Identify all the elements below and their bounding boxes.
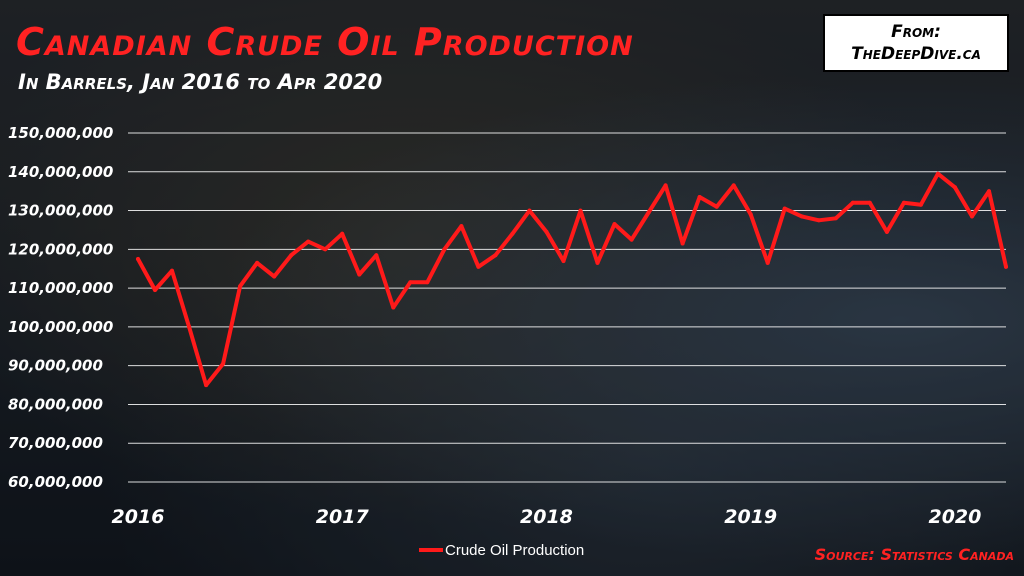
y-tick-label: 80,000,000 [8,395,103,413]
y-tick-label: 120,000,000 [8,240,113,258]
data-point [136,257,140,261]
data-point [527,208,532,213]
data-point [918,202,923,207]
attribution-box: From: TheDeepDive.ca [823,14,1009,72]
chart-subtitle: In Barrels, Jan 2016 to Apr 2020 [18,70,383,94]
data-point [595,260,600,265]
data-point [442,247,447,252]
data-point [255,260,260,265]
data-point [357,272,362,277]
x-tick-label: 2017 [316,506,370,528]
data-point [833,216,838,221]
data-point [935,171,940,176]
y-tick-label: 110,000,000 [8,279,113,297]
data-point [867,200,872,205]
data-point [493,253,498,258]
legend-label: Crude Oil Production [445,542,584,559]
x-tick-label: 2020 [928,506,981,528]
data-point [340,231,345,236]
data-point [816,218,821,223]
chart-title: Canadian Crude Oil Production [16,20,634,64]
data-point [459,224,464,229]
data-point [544,229,549,234]
data-point [425,280,430,285]
attribution-site: TheDeepDive.ca [851,44,981,64]
x-tick-label: 2018 [520,506,573,528]
data-point [561,259,566,263]
data-point [306,239,311,244]
gridlines [128,132,1006,483]
x-tick-label: 2016 [112,506,165,528]
x-tick-label: 2019 [724,506,777,528]
data-point [289,253,294,258]
data-point [170,268,174,273]
data-point [204,383,209,388]
data-point [782,206,787,211]
data-point [476,264,481,269]
source-note: Source: Statistics Canada [814,545,1014,564]
data-point [408,280,413,285]
data-point [238,284,243,289]
data-point [731,183,736,188]
data-point [391,305,396,310]
legend: Crude Oil Production [419,542,584,559]
y-tick-label: 60,000,000 [8,473,103,491]
y-tick-label: 100,000,000 [8,318,113,336]
attribution-from: From: [891,22,941,42]
y-axis-tick-labels: 60,000,000 70,000,000 80,000,000 90,000,000… [8,124,113,491]
x-axis-tick-labels: 2016 2017 2018 2019 2020 [112,506,982,528]
data-point [629,237,634,242]
data-point [374,253,379,258]
y-tick-label: 90,000,000 [8,357,103,375]
data-point [697,195,702,199]
data-point [799,214,804,219]
data-point [748,212,753,217]
y-tick-label: 150,000,000 [8,124,113,142]
data-point [952,185,957,190]
y-tick-label: 130,000,000 [8,202,113,220]
data-point [765,260,770,265]
data-point [323,247,328,252]
data-point [663,183,668,188]
data-point [510,231,515,236]
data-point [646,210,651,215]
y-tick-label: 70,000,000 [8,434,103,452]
data-point [987,189,991,194]
data-point [153,288,157,292]
data-point [850,200,855,205]
data-point [272,274,277,279]
series-line [136,171,1008,388]
data-point [578,208,583,213]
series-lines [136,171,1008,388]
data-point [884,229,889,234]
data-point [221,361,226,366]
data-point [970,214,974,219]
data-point [1004,264,1008,269]
data-point [187,324,192,329]
data-point [680,241,685,246]
data-point [901,200,906,205]
y-tick-label: 140,000,000 [8,163,113,181]
data-point [714,204,719,209]
data-point [612,222,617,227]
